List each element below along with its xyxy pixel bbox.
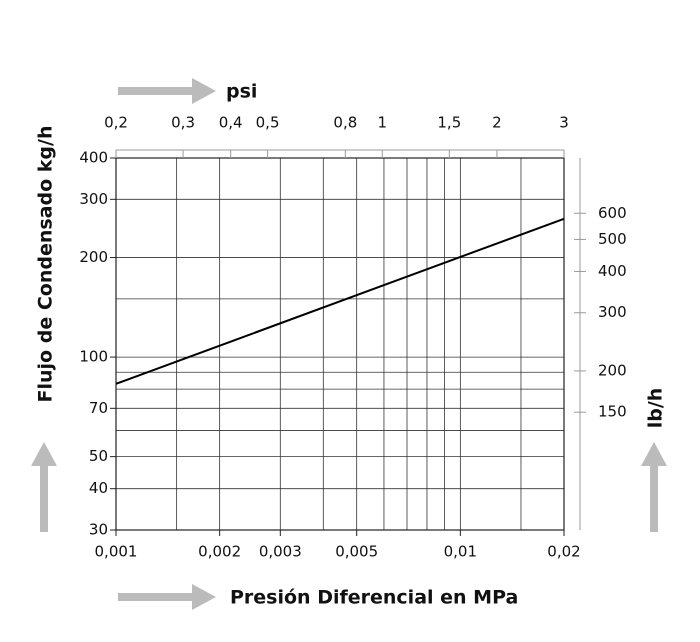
- y-tick-label: 30: [89, 521, 108, 539]
- x-tick-label: 0,01: [444, 543, 477, 561]
- y2-tick-label: 400: [598, 262, 627, 280]
- y2-tick-label: 300: [598, 303, 627, 321]
- data-line: [115, 217, 565, 385]
- y-tick-label: 300: [79, 190, 108, 208]
- x2-axis-title: psi: [226, 81, 257, 103]
- y2-tick-label: 200: [598, 361, 627, 379]
- x2-tick-label: 0,2: [104, 114, 128, 132]
- x-tick-label: 0,002: [198, 543, 241, 561]
- x-axis-title: Presión Diferencial en MPa: [230, 587, 518, 609]
- x2-tick-label: 0,5: [256, 114, 280, 132]
- y2-tick-label: 150: [598, 403, 627, 421]
- x2-tick-label: 1,5: [437, 114, 461, 132]
- arrows: [31, 78, 667, 610]
- y-tick-label: 40: [89, 479, 108, 497]
- y-axis-title: Flujo de Condensado kg/h: [35, 126, 57, 403]
- x-tick-label: 0,005: [335, 543, 378, 561]
- x2-tick-label: 0,8: [333, 114, 357, 132]
- y-tick-label: 200: [79, 248, 108, 266]
- y-tick-label: 400: [79, 149, 108, 167]
- y2-axis-title: lb/h: [645, 388, 667, 429]
- arrow-x: [118, 584, 216, 610]
- arrow-y: [31, 442, 57, 532]
- y-tick-label: 70: [89, 399, 108, 417]
- arrow-psi: [118, 78, 216, 104]
- x-tick-label: 0,02: [547, 543, 580, 561]
- x-tick-label: 0,001: [95, 543, 138, 561]
- y-tick-label: 100: [79, 348, 108, 366]
- y2-tick-label: 500: [598, 230, 627, 248]
- plot-frame: [115, 157, 565, 531]
- x2-tick-label: 2: [492, 114, 502, 132]
- x2-tick-label: 3: [559, 114, 569, 132]
- x2-tick-label: 1: [377, 114, 387, 132]
- x2-tick-label: 0,4: [219, 114, 243, 132]
- x-tick-label: 0,003: [259, 543, 302, 561]
- y-tick-label: 50: [89, 447, 108, 465]
- arrow-y2: [641, 442, 667, 532]
- x2-tick-label: 0,3: [171, 114, 195, 132]
- y2-tick-label: 600: [598, 204, 627, 222]
